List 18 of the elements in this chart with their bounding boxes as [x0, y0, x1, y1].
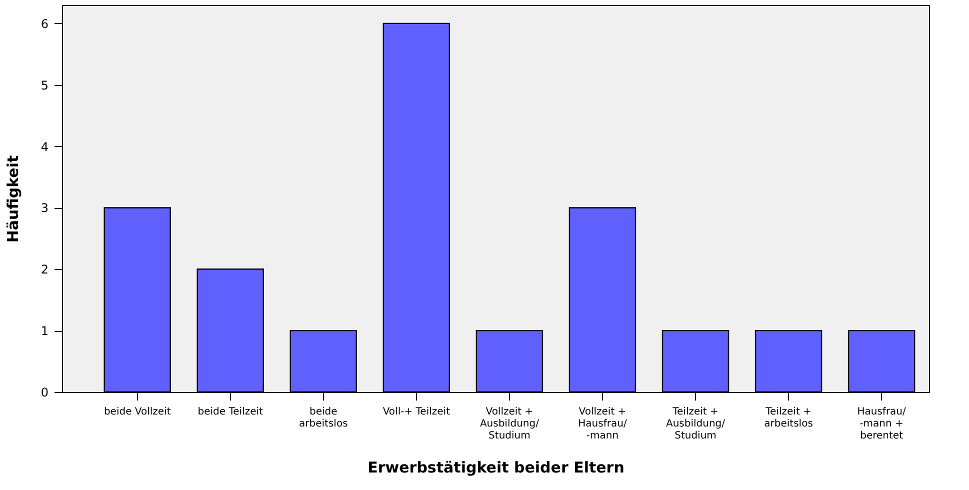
y-tick-label: 1 [40, 324, 48, 338]
y-tick-label: 5 [40, 78, 48, 92]
x-tick-label: Vollzeit + Ausbildung/ Studium [480, 406, 540, 442]
y-tick-label: 2 [40, 262, 48, 277]
x-tick-label: beide Vollzeit [104, 406, 171, 418]
y-axis-title: Häufigkeit [4, 155, 22, 243]
x-tick-label: Vollzeit + Hausfrau/ -mann [578, 406, 628, 442]
y-tick-label: 6 [40, 16, 48, 31]
x-tick-label: beide Teilzeit [198, 406, 264, 418]
x-tick-label: Hausfrau/ -mann + berentet [857, 406, 907, 442]
x-tick-label: beide arbeitslos [299, 406, 348, 430]
y-tick-label: 3 [40, 201, 48, 216]
y-tick-label: 0 [40, 386, 48, 400]
y-tick-label: 4 [40, 140, 48, 154]
x-axis-title: Erwerbstätigkeit beider Eltern [368, 458, 624, 476]
x-tick-label: Teilzeit + arbeitslos [764, 406, 813, 430]
x-tick-label: Voll-+ Teilzeit [382, 406, 450, 418]
x-tick-label: Teilzeit + Ausbildung/ Studium [666, 406, 726, 442]
